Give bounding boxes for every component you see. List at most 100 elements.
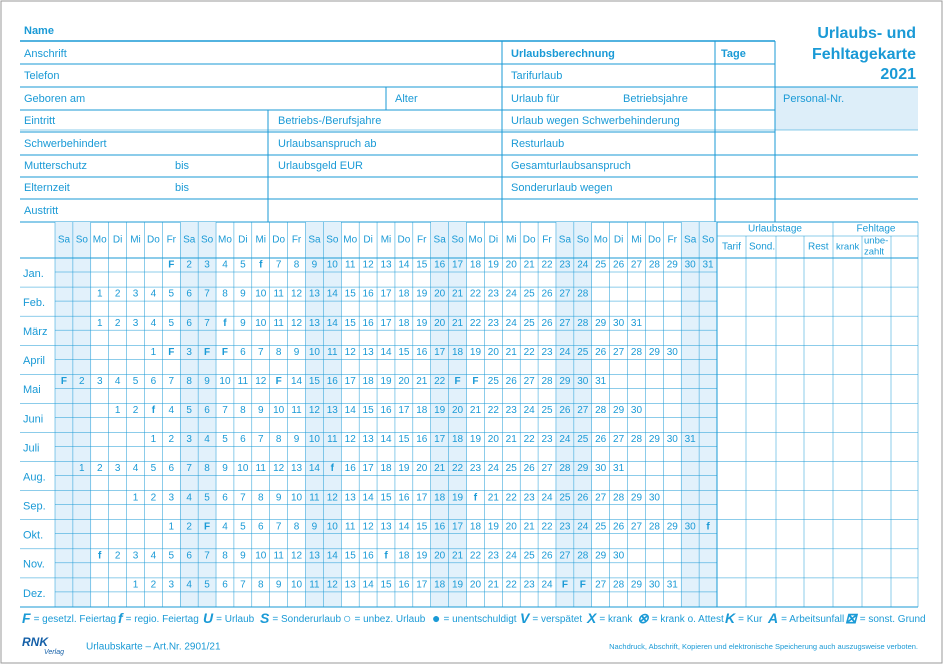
day-number: f (98, 550, 102, 561)
weekday-label: Fr (417, 235, 427, 246)
publisher-logo: RNK (22, 635, 49, 649)
day-number: 3 (133, 550, 139, 561)
personal-nr-box (775, 87, 918, 130)
day-number: 3 (115, 463, 121, 474)
day-number: 28 (631, 347, 643, 358)
day-number: 16 (363, 550, 375, 561)
day-number: 31 (613, 463, 625, 474)
day-number: 17 (398, 405, 410, 416)
day-number: 27 (577, 405, 589, 416)
day-number: 18 (434, 580, 446, 591)
day-number: 22 (541, 521, 553, 532)
day-number: 22 (470, 289, 482, 300)
weekday-label: Mo (93, 235, 107, 246)
weekday-label: Sa (58, 235, 71, 246)
legend-item: ⊗ = krank o. Attest (637, 610, 724, 626)
day-number: 17 (434, 347, 446, 358)
day-number: 31 (631, 318, 643, 329)
day-number: 11 (291, 405, 302, 416)
day-number: 25 (577, 434, 589, 445)
day-number: 16 (434, 521, 446, 532)
day-number: 10 (309, 434, 321, 445)
day-number: 25 (524, 550, 536, 561)
day-number: 26 (595, 347, 607, 358)
day-number: 8 (240, 405, 246, 416)
day-number: 24 (541, 492, 553, 503)
summary-column: Tarif (722, 242, 741, 253)
day-number: 12 (345, 347, 357, 358)
day-number: 2 (186, 260, 192, 271)
day-number: 14 (291, 376, 303, 387)
day-number: 14 (327, 550, 339, 561)
day-number: 28 (649, 521, 661, 532)
legend-symbol: X (586, 610, 598, 626)
day-number: 23 (488, 318, 500, 329)
day-number: 28 (649, 260, 661, 271)
day-number: 11 (327, 347, 338, 358)
legend-text: = krank (599, 614, 633, 625)
day-number: 26 (524, 463, 536, 474)
day-number: 23 (559, 521, 571, 532)
day-number: F (472, 376, 478, 387)
day-number: 29 (559, 376, 571, 387)
day-number: 24 (506, 550, 518, 561)
day-number: 2 (133, 405, 139, 416)
day-number: 4 (186, 492, 192, 503)
day-number: 20 (434, 550, 446, 561)
weekday-label: Di (614, 235, 623, 246)
day-number: f (706, 521, 710, 532)
day-number: 8 (276, 347, 282, 358)
day-number: 18 (380, 463, 392, 474)
day-number: 13 (363, 347, 375, 358)
day-number: 7 (204, 550, 210, 561)
day-number: 22 (524, 347, 536, 358)
weekday-label: So (201, 235, 214, 246)
summary-column: Rest (808, 242, 829, 253)
day-number: 27 (559, 318, 571, 329)
day-number: 4 (133, 463, 139, 474)
day-number: 23 (488, 550, 500, 561)
day-number: 3 (169, 580, 175, 591)
day-number: 17 (380, 318, 392, 329)
field-label: bis (175, 182, 190, 194)
day-number: 10 (291, 580, 303, 591)
day-number: 16 (345, 463, 357, 474)
day-number: 6 (258, 521, 264, 532)
weekday-label: Sa (308, 235, 321, 246)
field-label: Schwerbehindert (24, 138, 107, 150)
day-number: 31 (667, 580, 679, 591)
day-number: 7 (240, 492, 246, 503)
day-number: 16 (398, 492, 410, 503)
day-number: 9 (276, 492, 282, 503)
day-number: 29 (667, 521, 679, 532)
weekday-label: So (76, 235, 89, 246)
day-number: 4 (169, 405, 175, 416)
day-number: 5 (186, 405, 192, 416)
day-number: 14 (363, 492, 375, 503)
day-number: 1 (169, 521, 175, 532)
day-number: 12 (291, 550, 303, 561)
legend-item: X = krank (586, 610, 633, 626)
day-number: 9 (294, 347, 300, 358)
day-number: 26 (541, 318, 553, 329)
day-number: 4 (186, 580, 192, 591)
field-label: Alter (395, 93, 418, 105)
day-number: 9 (240, 550, 246, 561)
day-number: F (168, 260, 174, 271)
day-number: 9 (222, 463, 228, 474)
day-number: 17 (345, 376, 357, 387)
day-number: 19 (452, 580, 464, 591)
day-number: 9 (294, 434, 300, 445)
form-lines (20, 40, 918, 223)
day-number: 30 (685, 260, 697, 271)
day-number: 15 (345, 550, 357, 561)
day-number: 2 (151, 580, 157, 591)
publisher-sub: Verlag (44, 649, 64, 656)
day-number: 18 (434, 492, 446, 503)
weekend-shade (430, 222, 449, 607)
day-number: 9 (240, 318, 246, 329)
legend-item: V = verspätet (520, 610, 582, 626)
day-number: 15 (398, 347, 410, 358)
day-number: 31 (595, 376, 607, 387)
day-number: 4 (151, 289, 157, 300)
